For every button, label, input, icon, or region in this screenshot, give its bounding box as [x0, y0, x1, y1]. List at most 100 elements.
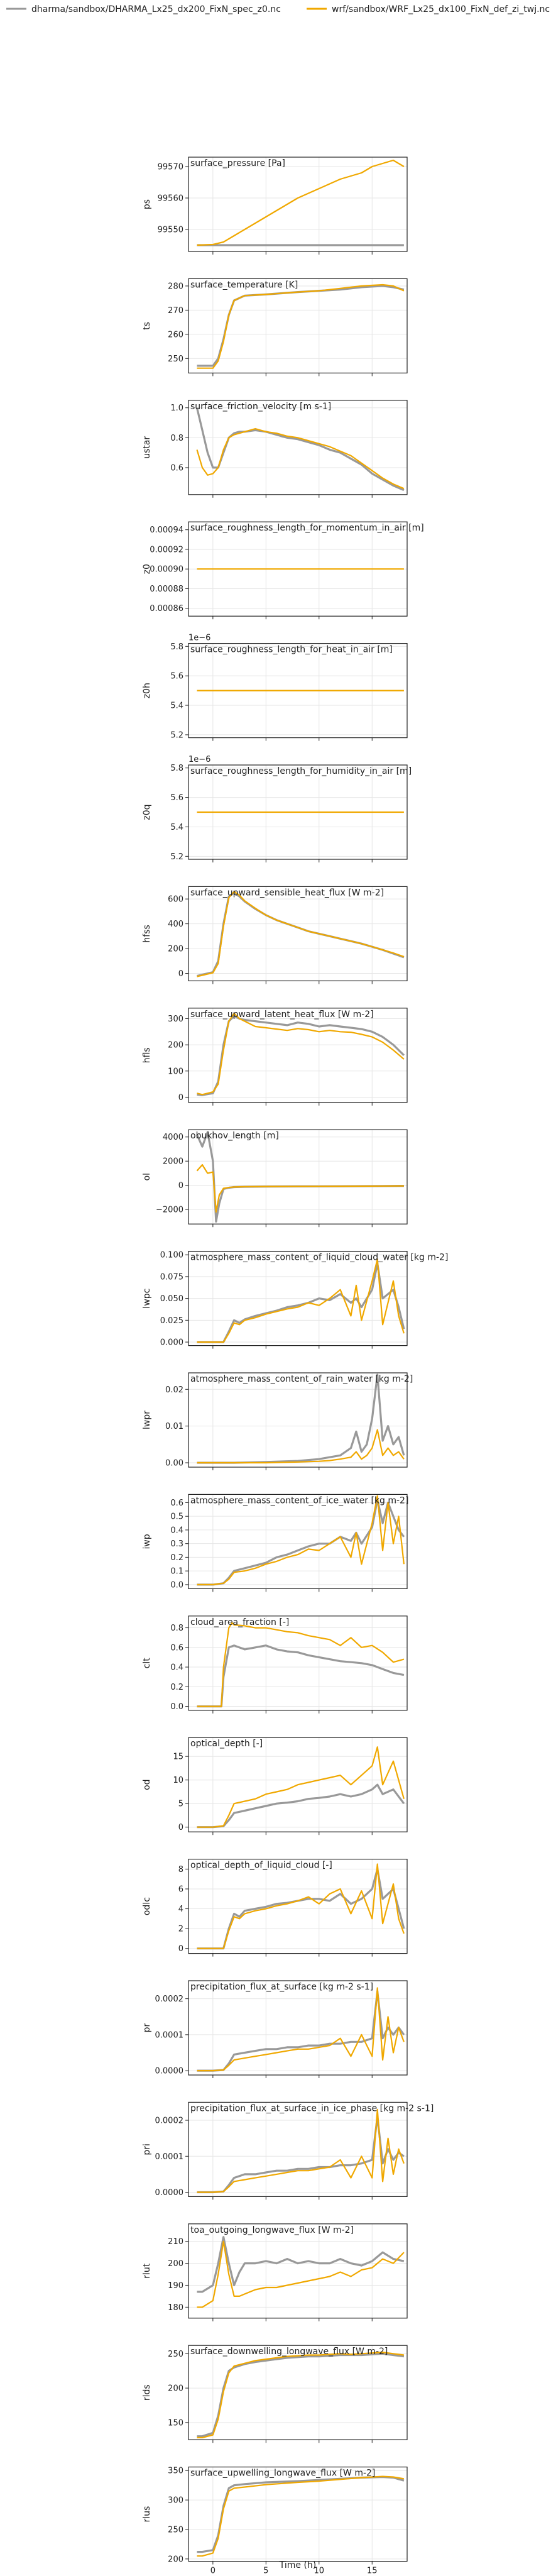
y-tick-label: 0 — [178, 969, 183, 979]
y-tick-label: 0.000 — [160, 1338, 183, 1348]
y-axis-label: ps — [142, 199, 152, 209]
axes-frame — [188, 642, 408, 739]
panel-12: 0.0 0.2 0.4 0.6 0.8 cloud_area_fraction [-] cl… — [142, 1616, 408, 1714]
series-line-0 — [197, 2236, 405, 2293]
y-tick-label: 0.0 — [170, 1580, 183, 1590]
y-axis-label: od — [142, 1779, 152, 1790]
series-line-1 — [197, 1012, 405, 1096]
series-line-1 — [196, 1164, 404, 1213]
panel-title: surface_roughness_length_for_humidity_in… — [190, 766, 412, 776]
panel-15: 0.0000 0.0001 0.0002 precipitation_flux_at_… — [142, 1980, 408, 2078]
series-line-1 — [196, 427, 405, 490]
y-tick-label: 15 — [173, 1753, 183, 1762]
panel-7: 0 100 200 300 surface_upward_latent_heat_flu… — [142, 1008, 408, 1106]
panel-title: atmosphere_mass_content_of_liquid_cloud_… — [190, 1253, 448, 1263]
y-tick-label: 200 — [168, 2384, 183, 2394]
x-tick-label: 5 — [263, 2567, 268, 2576]
series-line-0 — [197, 285, 405, 367]
series-line-0 — [197, 1644, 405, 1708]
panel-title: surface_roughness_length_for_momentum_in… — [190, 523, 424, 533]
y-tick-label: 0.025 — [160, 1316, 183, 1326]
y-tick-label: 0.00090 — [150, 565, 183, 575]
y-tick-label: 0 — [178, 1823, 183, 1832]
y-tick-label: 0.2 — [170, 1683, 183, 1692]
y-tick-label: 0 — [178, 1944, 183, 1954]
y-tick-label: 250 — [168, 355, 183, 364]
y-tick-label: 2 — [178, 1925, 183, 1934]
y-tick-label: 0.4 — [170, 1526, 183, 1535]
panel-10: 0.00 0.01 0.02 atmosphere_mass_content_of_r… — [142, 1372, 413, 1470]
y-axis-label: clt — [142, 1658, 152, 1669]
panel-title: surface_roughness_length_for_heat_in_air… — [190, 645, 393, 655]
y-tick-label: 0.4 — [170, 1663, 183, 1673]
y-axis-label: z0h — [142, 683, 152, 698]
y-tick-label: 5.6 — [170, 793, 183, 803]
series-line-1 — [197, 283, 405, 369]
panel-0: 99550 99560 99570 surface_pressure [Pa] ps — [142, 157, 408, 255]
panel-19: 200 250 300 350 surface_upwelling_longwave_f… — [142, 2467, 408, 2576]
panel-16: 0.0000 0.0001 0.0002 precipitation_flux_at_… — [142, 2101, 434, 2200]
panel-6: 0 200 400 600 surface_upward_sensible_heat_f… — [142, 886, 408, 984]
y-tick-label: 5.4 — [170, 702, 183, 711]
y-tick-label: 250 — [168, 2350, 183, 2359]
series-line-1 — [197, 1622, 405, 1707]
y-tick-label: 0.00 — [165, 1458, 183, 1468]
y-tick-label: 0.00086 — [150, 604, 183, 614]
axes-frame — [188, 157, 408, 252]
y-tick-label: 0 — [178, 1093, 183, 1103]
panel-9: 0.000 0.025 0.050 0.075 0.100 atmosphere_mass… — [142, 1251, 448, 1349]
x-tick-label: 0 — [210, 2567, 215, 2576]
y-tick-label: 300 — [168, 2496, 183, 2506]
axes-frame — [188, 1008, 408, 1103]
y-axis-label: pri — [142, 2144, 152, 2155]
axes-frame — [188, 2345, 408, 2440]
panel-title: atmosphere_mass_content_of_ice_water [kg… — [190, 1495, 408, 1505]
y-offset-label: 1e−6 — [188, 755, 210, 764]
series-line-0 — [197, 2115, 405, 2194]
y-tick-label: 5 — [178, 1800, 183, 1809]
panel-title: atmosphere_mass_content_of_rain_water [k… — [190, 1374, 413, 1384]
series-line-1 — [197, 1863, 405, 1949]
panel-13: 0 5 10 15 optical_depth [-] od — [142, 1737, 408, 1836]
axes-frame — [188, 2467, 408, 2562]
series-line-0 — [197, 2475, 405, 2553]
y-tick-label: 0.6 — [170, 1499, 183, 1508]
panel-title: surface_friction_velocity [m s-1] — [190, 402, 331, 412]
y-tick-label: 5.2 — [170, 730, 183, 740]
y-tick-label: 0.075 — [160, 1272, 183, 1282]
series-line-0 — [197, 2352, 405, 2438]
axes-frame — [188, 1494, 408, 1589]
panel-title: surface_downwelling_longwave_flux [W m-2… — [190, 2347, 388, 2357]
panel-title: toa_outgoing_longwave_flux [W m-2] — [190, 2225, 354, 2235]
axes-frame — [188, 278, 408, 373]
axes-frame — [188, 1737, 408, 1832]
legend: dharma/sandbox/DHARMA_Lx25_dx200_FixN_sp… — [6, 4, 550, 14]
series-line-1 — [197, 2352, 405, 2438]
y-tick-label: 6 — [178, 1885, 183, 1894]
y-axis-label: ol — [142, 1173, 152, 1181]
series-line-1 — [197, 1258, 405, 1343]
y-tick-label: 200 — [168, 2555, 183, 2564]
y-tick-label: 99550 — [158, 226, 183, 235]
y-tick-label: 0.8 — [170, 1624, 183, 1633]
y-tick-label: 0 — [178, 1181, 183, 1191]
series-line-1 — [197, 2108, 405, 2193]
y-tick-label: 0.0000 — [155, 2188, 184, 2198]
y-tick-label: 0.0002 — [155, 1995, 184, 2004]
y-axis-label: pr — [142, 2023, 152, 2032]
panel-18: 150 200 250 surface_downwelling_longwave_fl… — [142, 2345, 408, 2443]
y-tick-label: 0.5 — [170, 1512, 183, 1522]
y-tick-label: 0.00088 — [150, 585, 183, 594]
y-tick-label: 0.01 — [165, 1422, 183, 1431]
y-tick-label: 190 — [168, 2281, 183, 2291]
y-tick-label: 270 — [168, 306, 183, 316]
y-tick-label: 4 — [178, 1905, 183, 1914]
y-tick-label: 8 — [178, 1865, 183, 1874]
series-line-0 — [196, 1131, 404, 1223]
axes-frame — [188, 2223, 408, 2319]
y-tick-label: 0.6 — [170, 463, 183, 473]
y-tick-label: 600 — [168, 895, 183, 905]
y-tick-label: 0.0002 — [155, 2116, 184, 2126]
axes-frame — [188, 400, 408, 495]
y-tick-label: 200 — [168, 945, 183, 954]
